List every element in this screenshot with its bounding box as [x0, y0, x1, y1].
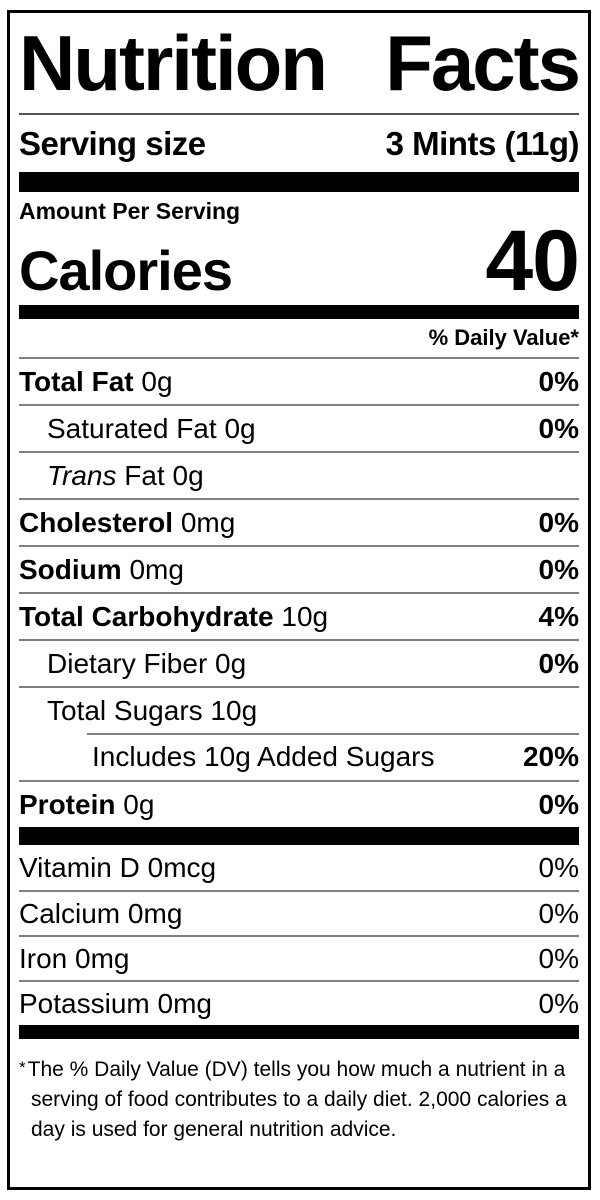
nutrient-amount: 0mg	[157, 987, 212, 1019]
nutrient-row: Saturated Fat 0g 0%	[19, 404, 579, 451]
nutrient-name-italic: Trans	[47, 459, 117, 491]
nutrient-amount: 0mcg	[147, 851, 217, 883]
nutrient-row: Includes 10g Added Sugars 20%	[19, 733, 579, 780]
nutrient-amount: 0g	[224, 412, 256, 444]
nutrient-name: Calcium	[19, 897, 121, 929]
nutrient-daily-value: 0%	[538, 506, 579, 538]
calories-value: 40	[485, 213, 580, 309]
footnote-asterisk: *	[19, 1058, 26, 1077]
nutrient-amount: 0g	[141, 365, 173, 397]
nutrient-name-group: Saturated Fat 0g	[47, 413, 256, 445]
nutrient-row: Total Carbohydrate 10g 4%	[19, 592, 579, 639]
nutrients-section: Total Fat 0g 0% Saturated Fat 0g 0% Tran…	[19, 357, 579, 827]
nutrient-name-group: Total Sugars 10g	[47, 695, 257, 727]
nutrient-daily-value: 0%	[538, 942, 579, 974]
nutrient-row: Potassium 0mg 0%	[19, 980, 579, 1025]
nutrient-amount: 0g	[215, 647, 247, 679]
nutrient-name: Dietary Fiber	[47, 647, 208, 679]
nutrient-row: Sodium 0mg 0%	[19, 545, 579, 592]
separator-bar-thick-2	[19, 827, 579, 845]
nutrient-name: Fat	[124, 459, 165, 491]
nutrient-name-group: Cholesterol 0mg	[19, 507, 235, 539]
separator-bar-medium-2	[19, 1025, 579, 1039]
footnote-text: The % Daily Value (DV) tells you how muc…	[27, 1058, 567, 1141]
title-divider	[19, 113, 579, 115]
nutrient-daily-value: 0%	[538, 987, 579, 1019]
nutrient-daily-value: 0%	[538, 897, 579, 929]
nutrient-name-group: Iron 0mg	[19, 943, 130, 975]
nutrient-name: Total Sugars	[47, 694, 203, 726]
nutrient-name: Sodium	[19, 553, 122, 585]
nutrient-amount: 0mg	[129, 553, 184, 585]
footnote: *The % Daily Value (DV) tells you how mu…	[19, 1039, 579, 1145]
nutrient-name-group: Includes 10g Added Sugars	[92, 741, 434, 773]
nutrient-name-group: Trans Fat 0g	[47, 460, 204, 492]
nutrient-row: Vitamin D 0mcg 0%	[19, 845, 579, 890]
nutrient-daily-value: 0%	[538, 788, 579, 820]
nutrient-daily-value: 0%	[538, 851, 579, 883]
nutrient-amount: 10g	[281, 600, 329, 632]
nutrient-daily-value: 4%	[538, 600, 579, 632]
separator-bar-thick	[19, 172, 579, 192]
nutrient-row: Dietary Fiber 0g 0%	[19, 639, 579, 686]
nutrient-row: Cholesterol 0mg 0%	[19, 498, 579, 545]
nutrient-name: Protein	[19, 788, 116, 820]
label-title: Nutrition Facts	[19, 19, 579, 107]
nutrient-amount: 0mg	[180, 506, 236, 538]
nutrient-daily-value: 0%	[538, 412, 579, 444]
nutrition-facts-label: Nutrition Facts Serving size 3 Mints (11…	[7, 10, 591, 1190]
nutrient-amount: 0g	[172, 459, 204, 491]
nutrient-amount: 0mg	[75, 942, 130, 974]
nutrient-row: Total Sugars 10g	[19, 686, 579, 733]
vitamins-section: Vitamin D 0mcg 0% Calcium 0mg 0% Iron 0m…	[19, 845, 579, 1025]
nutrient-name-group: Calcium 0mg	[19, 898, 182, 930]
nutrient-row: Total Fat 0g 0%	[19, 357, 579, 404]
nutrient-row: Protein 0g 0%	[19, 780, 579, 827]
serving-size-row: Serving size 3 Mints (11g)	[19, 115, 580, 172]
nutrient-amount: 0mg	[127, 897, 183, 929]
nutrient-name-group: Sodium 0mg	[19, 554, 184, 586]
nutrient-name: Iron	[19, 942, 68, 974]
nutrient-name: Potassium	[19, 987, 150, 1019]
nutrient-daily-value: 0%	[538, 553, 579, 585]
calories-label: Calories	[19, 239, 233, 302]
serving-size-label: Serving size	[19, 124, 206, 162]
nutrient-row: Trans Fat 0g	[19, 451, 579, 498]
calories-section: Amount Per Serving Calories 40	[19, 192, 580, 309]
nutrient-name-group: Dietary Fiber 0g	[47, 648, 246, 680]
nutrient-name: Total Carbohydrate	[19, 600, 274, 632]
nutrient-name-group: Protein 0g	[19, 789, 154, 821]
nutrient-name-group: Potassium 0mg	[19, 988, 212, 1020]
serving-size-value: 3 Mints (11g)	[385, 124, 580, 162]
nutrient-daily-value: 20%	[522, 740, 579, 772]
amount-per-serving-label: Amount Per Serving	[19, 198, 241, 224]
nutrient-name: Includes 10g Added Sugars	[92, 740, 435, 772]
nutrient-name-group: Total Fat 0g	[19, 366, 173, 398]
nutrient-row: Iron 0mg 0%	[19, 935, 579, 980]
nutrient-name: Total Fat	[19, 365, 134, 397]
nutrient-row: Calcium 0mg 0%	[19, 890, 579, 935]
nutrient-name: Saturated Fat	[47, 412, 217, 444]
nutrient-daily-value: 0%	[538, 647, 579, 679]
separator-bar-medium	[19, 305, 579, 319]
nutrient-name-group: Vitamin D 0mcg	[19, 852, 216, 884]
daily-value-header: % Daily Value*	[428, 325, 579, 350]
nutrient-amount: 0g	[123, 788, 155, 820]
nutrient-name: Vitamin D	[19, 851, 140, 883]
nutrient-amount: 10g	[210, 694, 258, 726]
nutrient-name: Cholesterol	[19, 506, 174, 538]
calories-row: Calories 40	[19, 213, 580, 309]
nutrient-daily-value: 0%	[538, 365, 579, 397]
nutrient-name-group: Total Carbohydrate 10g	[19, 601, 328, 633]
